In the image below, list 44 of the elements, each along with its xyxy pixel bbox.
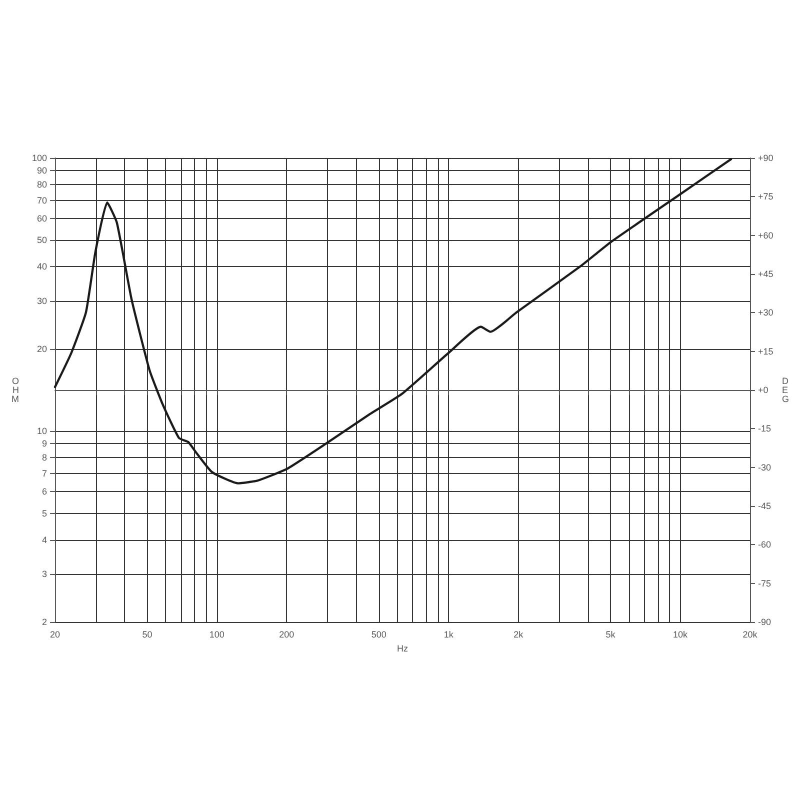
y2-tick-label: -75	[758, 578, 772, 588]
y2-axis-title: DEG	[782, 376, 790, 404]
x-tick-label: 5k	[606, 630, 616, 640]
y-tick-label: 50	[36, 235, 47, 246]
y-axis-title: OHM	[12, 376, 19, 404]
y-tick-label: 70	[36, 195, 47, 206]
x-axis-title: Hz	[397, 643, 408, 654]
x-tick-label: 50	[142, 630, 152, 640]
y2-tick-label: +60	[758, 230, 774, 240]
y2-tick-label: -30	[758, 462, 772, 472]
y-tick-label: 6	[42, 486, 47, 497]
x-tick-label: 20	[50, 630, 60, 640]
y-tick-label: 60	[36, 214, 47, 224]
y2-tick-label: +75	[758, 192, 774, 202]
y-tick-label: 100	[32, 153, 47, 163]
y2-tick-label: +90	[758, 153, 774, 163]
y-tick-label: 9	[42, 438, 47, 449]
x-tick-label: 2k	[514, 630, 524, 640]
x-tick-label: 500	[371, 630, 386, 640]
y-tick-label: 40	[36, 262, 47, 272]
y-tick-label: 80	[36, 179, 47, 190]
y-tick-label: 7	[42, 468, 47, 478]
x-tick-label: 200	[279, 630, 294, 640]
y-tick-label: 2	[42, 617, 47, 627]
y-tick-label: 30	[36, 296, 47, 306]
y-tick-label: 5	[42, 508, 47, 518]
x-tick-label: 20k	[742, 630, 758, 640]
y2-tick-label: +0	[758, 385, 768, 395]
y2-tick-label: -90	[758, 617, 772, 627]
y-tick-label: 10	[36, 426, 47, 436]
y-tick-label: 20	[36, 344, 47, 354]
x-tick-label: 100	[209, 630, 224, 640]
x-tick-label: 1k	[444, 630, 454, 640]
y2-tick-label: +45	[758, 269, 774, 279]
y-tick-label: 8	[42, 452, 47, 463]
y2-tick-label: -15	[758, 424, 772, 434]
y-tick-label: 90	[36, 165, 47, 176]
y2-tick-label: +30	[758, 308, 774, 318]
y2-tick-label: -45	[758, 501, 772, 511]
y-tick-label: 4	[42, 534, 47, 545]
y2-tick-label: -60	[758, 540, 772, 550]
y-tick-label: 3	[42, 568, 47, 579]
y2-tick-label: +15	[758, 346, 774, 356]
x-tick-label: 10k	[673, 630, 688, 640]
